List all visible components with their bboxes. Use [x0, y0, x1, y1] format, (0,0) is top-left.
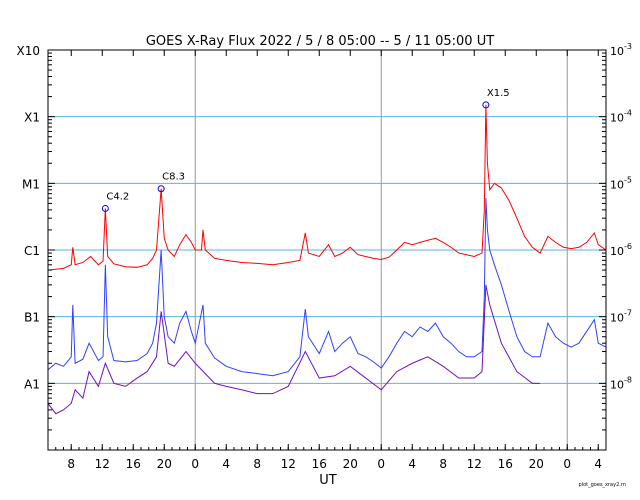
left-axis-label: M1: [22, 177, 40, 191]
right-axis-exponent: -7: [624, 309, 632, 318]
x-tick-label: 20: [529, 457, 544, 471]
x-tick-label: 16: [312, 457, 327, 471]
x-tick-label: 4: [222, 457, 230, 471]
flare-marker: [101, 204, 109, 212]
flare-label: X1.5: [487, 88, 510, 99]
right-axis-label: 10-7: [610, 309, 632, 325]
right-axis-label: 10-4: [610, 109, 632, 125]
plot-area: 8 12 16 20 0 4 8 12 16 20 0 4 8 12 16 20 0 4 A1 B1 C1 M1 X1 X10…: [17, 42, 632, 471]
left-axis-label: B1: [24, 311, 40, 325]
right-axis-exponent: -3: [624, 42, 632, 51]
right-axis-label: 10-3: [610, 42, 632, 58]
left-axis-label: A1: [24, 377, 40, 391]
right-axis-label: 10-8: [610, 375, 632, 391]
x-tick-label: 4: [594, 457, 602, 471]
x-tick-label: 8: [253, 457, 261, 471]
flare-label: C8.3: [162, 172, 185, 183]
x-tick-label: 12: [467, 457, 482, 471]
flare-marker: [482, 101, 490, 109]
x-tick-label: 16: [498, 457, 513, 471]
x-tick-label: 4: [408, 457, 416, 471]
x-tick-label: 12: [281, 457, 296, 471]
flux-series-line: [47, 104, 607, 271]
flare-label: C4.2: [106, 191, 129, 202]
x-tick-label: 8: [67, 457, 75, 471]
x-axis-label: UT: [319, 473, 337, 488]
x-tick-label: 0: [191, 457, 199, 471]
x-tick-label: 0: [377, 457, 385, 471]
x-tick-label: 12: [95, 457, 110, 471]
left-axis-label: C1: [24, 244, 40, 258]
right-axis-exponent: -4: [624, 109, 632, 118]
left-axis-label: X10: [17, 44, 41, 58]
x-tick-label: 8: [439, 457, 447, 471]
right-axis-exponent: -8: [624, 375, 632, 384]
right-axis-exponent: -5: [624, 175, 632, 184]
right-axis-label: 10-5: [610, 175, 632, 191]
flux-series-line: [47, 198, 607, 377]
left-axis-label: X1: [24, 111, 40, 125]
x-tick-label: 20: [343, 457, 358, 471]
x-tick-label: 20: [157, 457, 172, 471]
right-axis-label: 10-6: [610, 242, 632, 258]
right-axis-exponent: -6: [624, 242, 632, 251]
credit-text: plot_goes_xray2.rn: [579, 482, 626, 488]
x-tick-label: 0: [563, 457, 571, 471]
flare-marker: [157, 185, 165, 193]
chart-title: GOES X-Ray Flux 2022 / 5 / 8 05:00 -- 5 …: [146, 34, 494, 49]
x-tick-label: 16: [126, 457, 141, 471]
flux-series-line: [47, 284, 541, 415]
